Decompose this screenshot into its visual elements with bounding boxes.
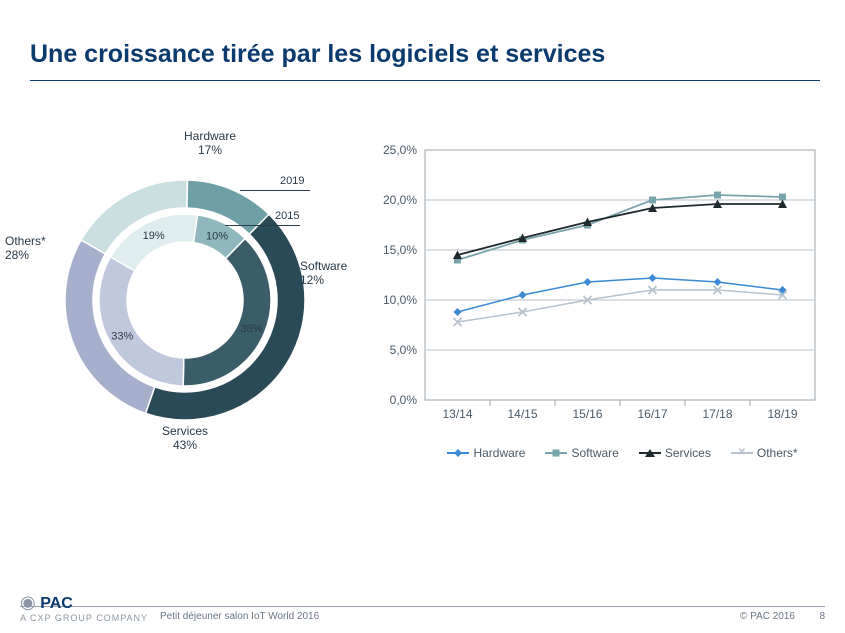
donut-label-text: Others*	[5, 234, 46, 248]
svg-text:20,0%: 20,0%	[383, 193, 417, 207]
line-chart: 0,0% 5,0% 10,0% 15,0% 20,0% 25,0% 13/14 14/15 15…	[370, 140, 825, 460]
legend-swatch: ✕	[731, 452, 753, 454]
donut-year-line-inner	[225, 225, 300, 226]
svg-text:10%: 10%	[206, 231, 228, 243]
svg-text:25,0%: 25,0%	[383, 143, 417, 157]
logo-brand: PAC	[40, 595, 73, 612]
legend-swatch	[447, 452, 469, 454]
donut-label-others: Others* 28%	[5, 235, 60, 263]
donut-year-outer: 2019	[280, 175, 304, 187]
donut-year-line-outer	[240, 190, 310, 191]
slide: Une croissance tirée par les logiciels e…	[0, 0, 845, 633]
svg-text:0,0%: 0,0%	[390, 393, 418, 407]
svg-text:18/19: 18/19	[767, 407, 797, 421]
legend-swatch	[639, 452, 661, 454]
svg-text:17/18: 17/18	[702, 407, 732, 421]
svg-text:13/14: 13/14	[442, 407, 472, 421]
svg-text:15/16: 15/16	[572, 407, 602, 421]
logo: ◉ PAC A CXP GROUP COMPANY	[20, 592, 148, 623]
legend-label: Others*	[757, 446, 798, 460]
legend-item: Software	[545, 446, 618, 460]
donut-label-hardware: Hardware 17%	[170, 130, 250, 158]
line-svg: 0,0% 5,0% 10,0% 15,0% 20,0% 25,0% 13/14 14/15 15…	[370, 140, 825, 430]
svg-text:33%: 33%	[111, 330, 133, 342]
donut-year-inner: 2015	[275, 210, 299, 222]
donut-label-text: Hardware	[184, 129, 236, 143]
logo-tagline: A CXP GROUP COMPANY	[20, 613, 148, 623]
donut-label-text: Software	[300, 259, 347, 273]
donut-label-services: Services 43%	[145, 425, 225, 453]
legend-swatch	[545, 452, 567, 454]
legend-item: Hardware	[447, 446, 525, 460]
line-chart-legend: Hardware Software Services ✕ Others*	[420, 443, 825, 460]
donut-label-software: Software 12%	[300, 260, 360, 288]
svg-text:38%: 38%	[240, 323, 262, 335]
title-underline	[30, 80, 820, 81]
donut-pct-others: 28%	[5, 248, 29, 262]
legend-label: Hardware	[473, 446, 525, 460]
page-title: Une croissance tirée par les logiciels e…	[30, 40, 605, 69]
footer-page-number: 8	[819, 611, 825, 622]
svg-text:16/17: 16/17	[637, 407, 667, 421]
footer-copyright: © PAC 2016	[740, 611, 795, 622]
svg-text:15,0%: 15,0%	[383, 243, 417, 257]
svg-text:14/15: 14/15	[507, 407, 537, 421]
svg-text:5,0%: 5,0%	[390, 343, 418, 357]
donut-pct-hardware: 17%	[198, 143, 222, 157]
donut-label-text: Services	[162, 424, 208, 438]
legend-label: Software	[571, 446, 618, 460]
donut-svg: 19% 10% 38% 33%	[20, 140, 350, 460]
footer-event: Petit déjeuner salon IoT World 2016	[160, 611, 319, 622]
series-others*	[458, 290, 783, 322]
svg-text:10,0%: 10,0%	[383, 293, 417, 307]
legend-item: ✕ Others*	[731, 446, 798, 460]
legend-item: Services	[639, 446, 711, 460]
legend-label: Services	[665, 446, 711, 460]
svg-text:19%: 19%	[143, 230, 165, 242]
donut-pct-services: 43%	[173, 438, 197, 452]
footer: ◉ PAC A CXP GROUP COMPANY Petit déjeuner…	[0, 578, 845, 633]
donut-pct-software: 12%	[300, 273, 324, 287]
donut-chart: 19%10%38%33% Hardware 17% Software 12% S…	[20, 140, 350, 460]
